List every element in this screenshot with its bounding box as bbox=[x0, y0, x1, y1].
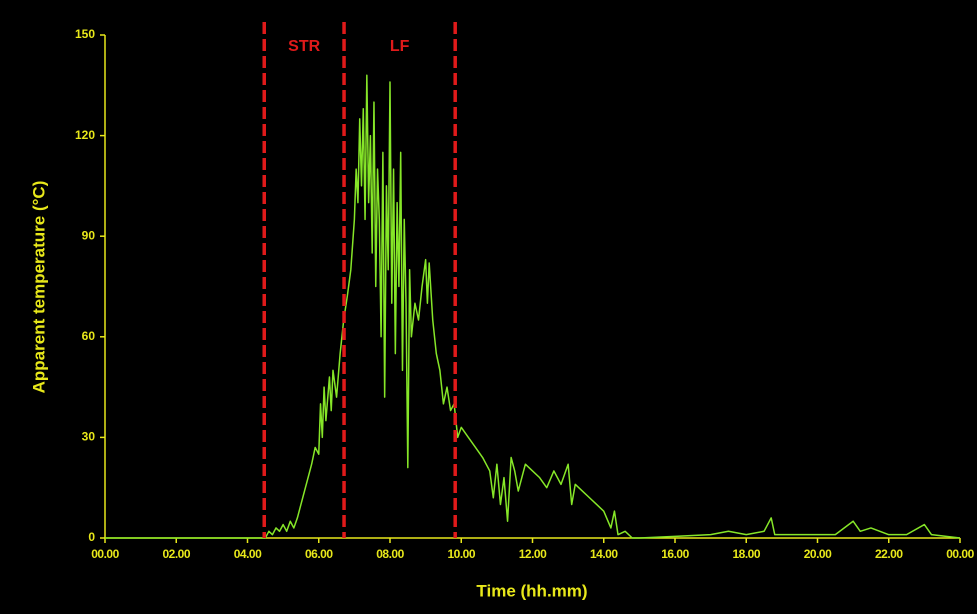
x-tick-label: 06.00 bbox=[305, 547, 333, 561]
phase-label: LF bbox=[390, 38, 410, 55]
y-tick-label: 60 bbox=[82, 329, 96, 343]
phase-label: STR bbox=[288, 38, 320, 55]
y-tick-label: 150 bbox=[75, 27, 95, 41]
y-tick-label: 120 bbox=[75, 128, 95, 142]
x-tick-label: 12.00 bbox=[519, 547, 547, 561]
x-tick-label: 22.00 bbox=[875, 547, 903, 561]
x-tick-label: 00.00 bbox=[946, 547, 974, 561]
y-tick-label: 0 bbox=[88, 530, 95, 544]
x-tick-label: 10.00 bbox=[447, 547, 475, 561]
y-tick-label: 90 bbox=[82, 228, 96, 242]
x-tick-label: 04.00 bbox=[234, 547, 262, 561]
x-tick-label: 00.00 bbox=[91, 547, 119, 561]
y-tick-label: 30 bbox=[82, 430, 96, 444]
x-tick-label: 20.00 bbox=[804, 547, 832, 561]
x-axis-title: Time (hh.mm) bbox=[476, 581, 587, 600]
x-tick-label: 02.00 bbox=[162, 547, 190, 561]
x-tick-label: 18.00 bbox=[732, 547, 760, 561]
y-axis-title: Apparent temperature (°C) bbox=[29, 181, 48, 394]
x-tick-label: 16.00 bbox=[661, 547, 689, 561]
data-line bbox=[105, 74, 961, 539]
x-tick-label: 14.00 bbox=[590, 547, 618, 561]
x-tick-label: 08.00 bbox=[376, 547, 404, 561]
